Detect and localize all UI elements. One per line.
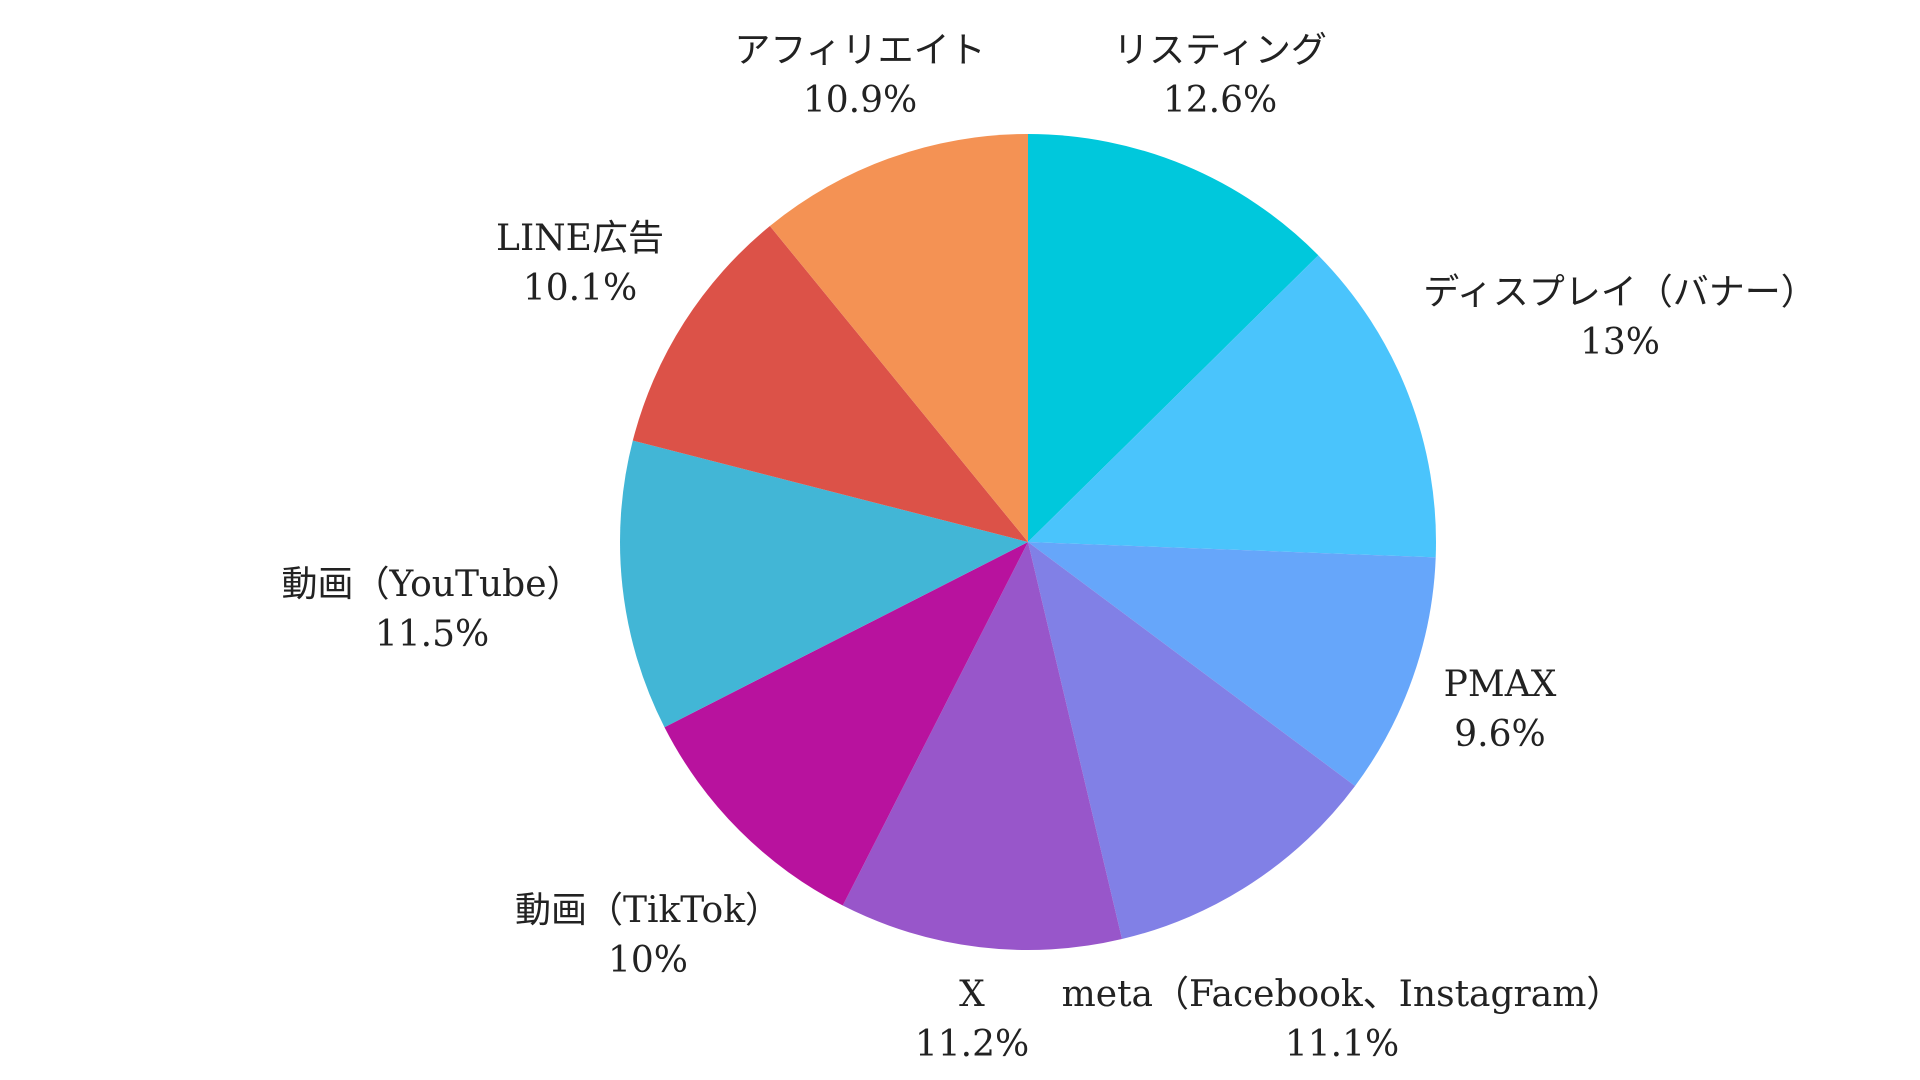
pie-labels: リスティング 12.6% ディスプレイ（バナー） 13% PMAX 9.6% meta（Fa… [281, 30, 1816, 1065]
slice-value-label: 11.1% [1285, 1024, 1399, 1065]
pie-slice [1028, 542, 1436, 786]
pie-slice [1028, 542, 1356, 940]
slice-value-label: 12.6% [1163, 80, 1277, 121]
pie-slice [664, 542, 1028, 906]
slice-value-label: 10.9% [803, 80, 917, 121]
pie-slices [620, 134, 1436, 950]
pie-slice [632, 226, 1028, 542]
pie-slice [842, 542, 1122, 950]
slice-value-label: 10% [608, 940, 688, 981]
slice-label: 動画（TikTok） [515, 890, 781, 931]
slice-value-label: 9.6% [1454, 714, 1545, 755]
pie-slice [769, 134, 1028, 542]
slice-label: meta（Facebook、Instagram） [1062, 974, 1623, 1015]
slice-value-label: 11.5% [375, 614, 489, 655]
slice-label: ディスプレイ（バナー） [1423, 272, 1816, 313]
slice-label: X [959, 974, 985, 1015]
slice-value-label: 11.2% [915, 1024, 1029, 1065]
pie-slice [1028, 134, 1319, 542]
slice-value-label: 10.1% [523, 268, 637, 309]
slice-label: PMAX [1444, 664, 1557, 705]
slice-label: 動画（YouTube） [281, 564, 582, 605]
pie-slice [1028, 255, 1436, 558]
slice-label: リスティング [1113, 30, 1327, 71]
pie-slice [620, 440, 1028, 728]
slice-value-label: 13% [1580, 322, 1660, 363]
slice-label: アフィリエイト [734, 30, 985, 71]
slice-label: LINE広告 [496, 218, 664, 259]
